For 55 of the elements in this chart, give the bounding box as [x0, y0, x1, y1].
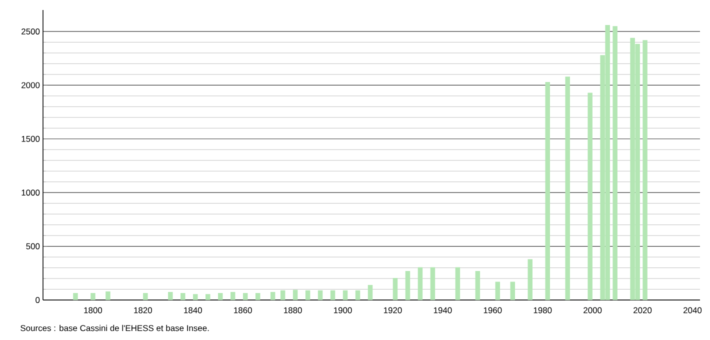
bar	[90, 293, 96, 300]
bar	[242, 293, 248, 300]
x-tick-label: 1980	[534, 307, 552, 314]
x-tick-label: 1920	[384, 307, 402, 314]
bar	[455, 267, 460, 300]
bar	[168, 292, 173, 300]
y-tick-label: 2500	[22, 28, 40, 34]
bar	[612, 26, 618, 300]
source-note: Sources : base Cassini de l'EHESS et base Insee.	[20, 324, 209, 332]
bar	[270, 292, 276, 300]
bar	[642, 40, 648, 300]
x-tick-label: 1800	[84, 307, 102, 314]
bar	[218, 293, 223, 300]
bar	[510, 282, 516, 300]
x-tick-label: 2040	[684, 307, 702, 314]
y-tick-label: 1500	[22, 136, 40, 142]
bar	[368, 284, 373, 300]
bar	[495, 282, 500, 300]
x-tick-label: 1820	[134, 307, 152, 314]
x-tick-label: 2000	[584, 307, 602, 314]
bar	[305, 290, 310, 300]
bar	[545, 82, 550, 300]
y-tick-label: 500	[26, 243, 40, 250]
bar	[355, 290, 360, 300]
bar	[528, 259, 533, 300]
x-tick-label: 2020	[634, 307, 652, 314]
bar	[405, 271, 410, 300]
bar	[418, 267, 423, 300]
bar	[475, 271, 480, 300]
bar	[565, 76, 570, 300]
bar	[230, 292, 236, 300]
y-tick-label: 2000	[22, 82, 40, 88]
x-tick-label: 1900	[334, 307, 352, 314]
bar	[342, 290, 348, 300]
bar	[588, 92, 592, 300]
bar	[318, 290, 323, 300]
bar	[330, 290, 336, 300]
y-tick-label: 1000	[22, 190, 40, 196]
bar	[255, 293, 260, 300]
bar	[392, 278, 398, 300]
bar	[430, 267, 436, 300]
bar	[73, 293, 78, 300]
bar	[292, 290, 298, 300]
y-tick-label: 0	[36, 297, 40, 303]
bar	[180, 293, 186, 300]
x-tick-label: 1960	[484, 307, 502, 314]
bar	[143, 293, 148, 300]
x-tick-label: 1940	[434, 307, 452, 314]
x-tick-label: 1840	[184, 307, 202, 314]
x-tick-label: 1880	[284, 307, 302, 314]
bar	[106, 291, 110, 300]
bar	[193, 294, 198, 300]
bar	[280, 290, 286, 300]
x-tick-label: 1860	[234, 307, 252, 314]
bar	[206, 294, 210, 300]
